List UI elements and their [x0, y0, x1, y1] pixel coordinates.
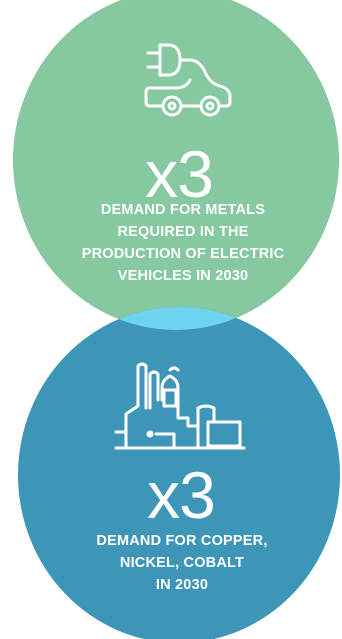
bottom-multiplier: x3: [147, 458, 216, 532]
top-caption-line: DEMAND FOR METALS: [100, 202, 266, 218]
top-caption-line: VEHICLES IN 2030: [117, 268, 249, 284]
top-caption-line: PRODUCTION OF ELECTRIC: [81, 246, 285, 262]
factory-icon: [114, 362, 246, 450]
top-stat-circle: [13, 0, 339, 330]
top-caption-line: REQUIRED IN THE: [117, 224, 249, 240]
bottom-stat-circle: [18, 307, 340, 639]
bottom-caption-line: DEMAND FOR COPPER,: [96, 533, 268, 549]
bottom-caption-line: NICKEL, COBALT: [119, 555, 245, 571]
top-multiplier: x3: [145, 137, 214, 211]
bottom-caption-line: IN 2030: [155, 577, 209, 593]
top-caption: DEMAND FOR METALS REQUIRED IN THE PRODUC…: [12, 199, 342, 287]
bottom-caption: DEMAND FOR COPPER, NICKEL, COBALT IN 203…: [11, 530, 342, 596]
electric-car-plug-icon: [144, 43, 232, 117]
